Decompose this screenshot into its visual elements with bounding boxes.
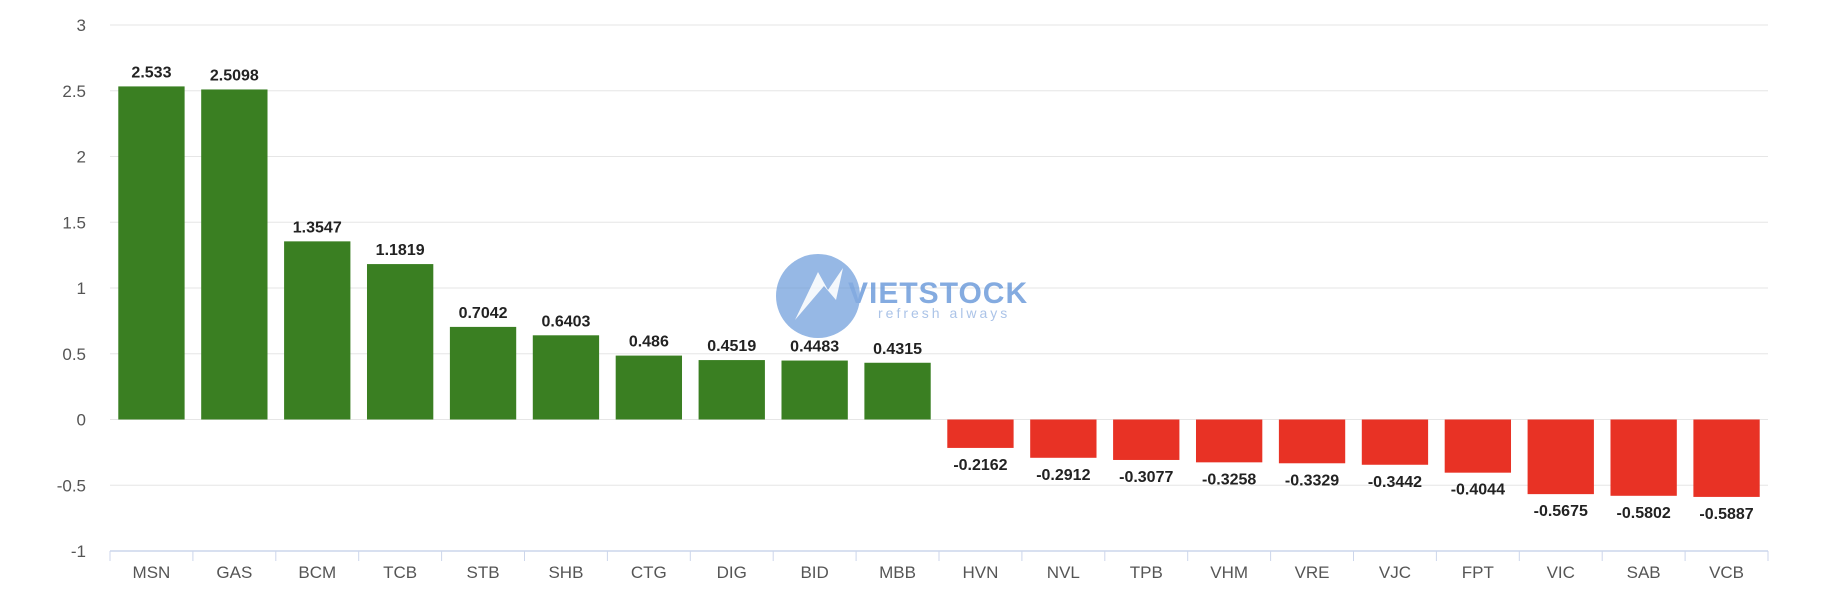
x-tick-label: VIC (1547, 563, 1575, 582)
bar-ctg (615, 355, 683, 420)
y-tick-label: 3 (77, 16, 86, 35)
bar-tcb (366, 264, 434, 420)
logo-arrow-icon (795, 268, 843, 320)
x-tick-label: VHM (1210, 563, 1248, 582)
bar-stb (449, 326, 517, 420)
x-tick-label: FPT (1462, 563, 1494, 582)
bar-dig (698, 360, 765, 420)
data-label: -0.3077 (1119, 469, 1173, 486)
bar-vcb (1693, 419, 1760, 497)
x-tick-label: STB (467, 563, 500, 582)
bar-mbb (864, 362, 931, 420)
y-tick-label: 0.5 (62, 345, 86, 364)
y-tick-label: -1 (71, 542, 86, 561)
y-tick-label: 1.5 (62, 213, 86, 232)
y-tick-label: 0 (77, 411, 86, 430)
data-label: 2.5098 (210, 67, 259, 84)
data-label: -0.3258 (1202, 471, 1256, 488)
data-label: -0.3329 (1285, 472, 1339, 489)
data-label: -0.5675 (1534, 503, 1588, 520)
data-label: 1.1819 (376, 242, 425, 259)
data-label: -0.2162 (953, 457, 1007, 474)
x-tick-label: GAS (216, 563, 252, 582)
y-tick-label: 2 (77, 148, 86, 167)
bar-gas (201, 89, 268, 420)
data-label: 0.4315 (873, 341, 922, 358)
bars (118, 86, 1760, 497)
bar-vhm (1195, 419, 1263, 463)
data-label: -0.5802 (1617, 505, 1671, 522)
x-tick-label: HVN (962, 563, 998, 582)
bar-vre (1278, 419, 1346, 464)
data-label: -0.4044 (1451, 482, 1505, 499)
x-tick-label: TCB (383, 563, 417, 582)
vietstock-watermark: VIETSTOCK refresh always (776, 254, 1028, 338)
x-tick-label: MBB (879, 563, 916, 582)
x-tick-label: BCM (298, 563, 336, 582)
data-label: -0.3442 (1368, 474, 1422, 491)
bar-bcm (284, 241, 351, 420)
data-label: 0.7042 (459, 305, 508, 322)
bar-fpt (1444, 419, 1512, 473)
x-tick-label: SHB (548, 563, 583, 582)
y-tick-label: -0.5 (57, 476, 86, 495)
bar-vic (1527, 419, 1594, 495)
bar-hvn (947, 419, 1014, 448)
x-tick-label: VCB (1709, 563, 1744, 582)
watermark-tagline: refresh always (878, 305, 1010, 321)
x-tick-label: CTG (631, 563, 667, 582)
bar-shb (532, 335, 600, 420)
x-tick-label: VJC (1379, 563, 1411, 582)
bar-msn (118, 86, 185, 420)
x-tick-label: NVL (1047, 563, 1080, 582)
x-tick-label: BID (800, 563, 828, 582)
data-label: 0.4483 (790, 339, 839, 356)
data-label: -0.5887 (1699, 506, 1753, 523)
bar-bid (781, 360, 848, 420)
data-label: 0.486 (629, 334, 669, 351)
x-tick-label: VRE (1295, 563, 1330, 582)
x-tick-label: TPB (1130, 563, 1163, 582)
bar-nvl (1030, 419, 1097, 458)
bar-vjc (1361, 419, 1429, 465)
x-tick-label: MSN (133, 563, 171, 582)
data-label: 2.533 (131, 64, 171, 81)
bar-sab (1610, 419, 1677, 496)
data-label: -0.2912 (1036, 467, 1090, 484)
x-tick-label: DIG (717, 563, 747, 582)
data-label: 0.6403 (541, 313, 590, 330)
watermark-brand: VIETSTOCK (848, 277, 1028, 310)
data-label: 0.4519 (707, 338, 756, 355)
x-tick-label: SAB (1627, 563, 1661, 582)
bar-tpb (1113, 419, 1180, 460)
grid-lines (110, 24, 1768, 486)
data-label: 1.3547 (293, 219, 342, 236)
data-labels: 2.533 2.5098 1.3547 1.1819 0.7042 0.6403 0.486… (131, 64, 1753, 523)
y-tick-label: 2.5 (62, 82, 86, 101)
axes: -1 -0.5 0 0.5 1 1.5 2 2.5 3 MSN GAS BCM TCB STB SHB CTG… (57, 16, 1769, 582)
y-tick-label: 1 (77, 279, 86, 298)
